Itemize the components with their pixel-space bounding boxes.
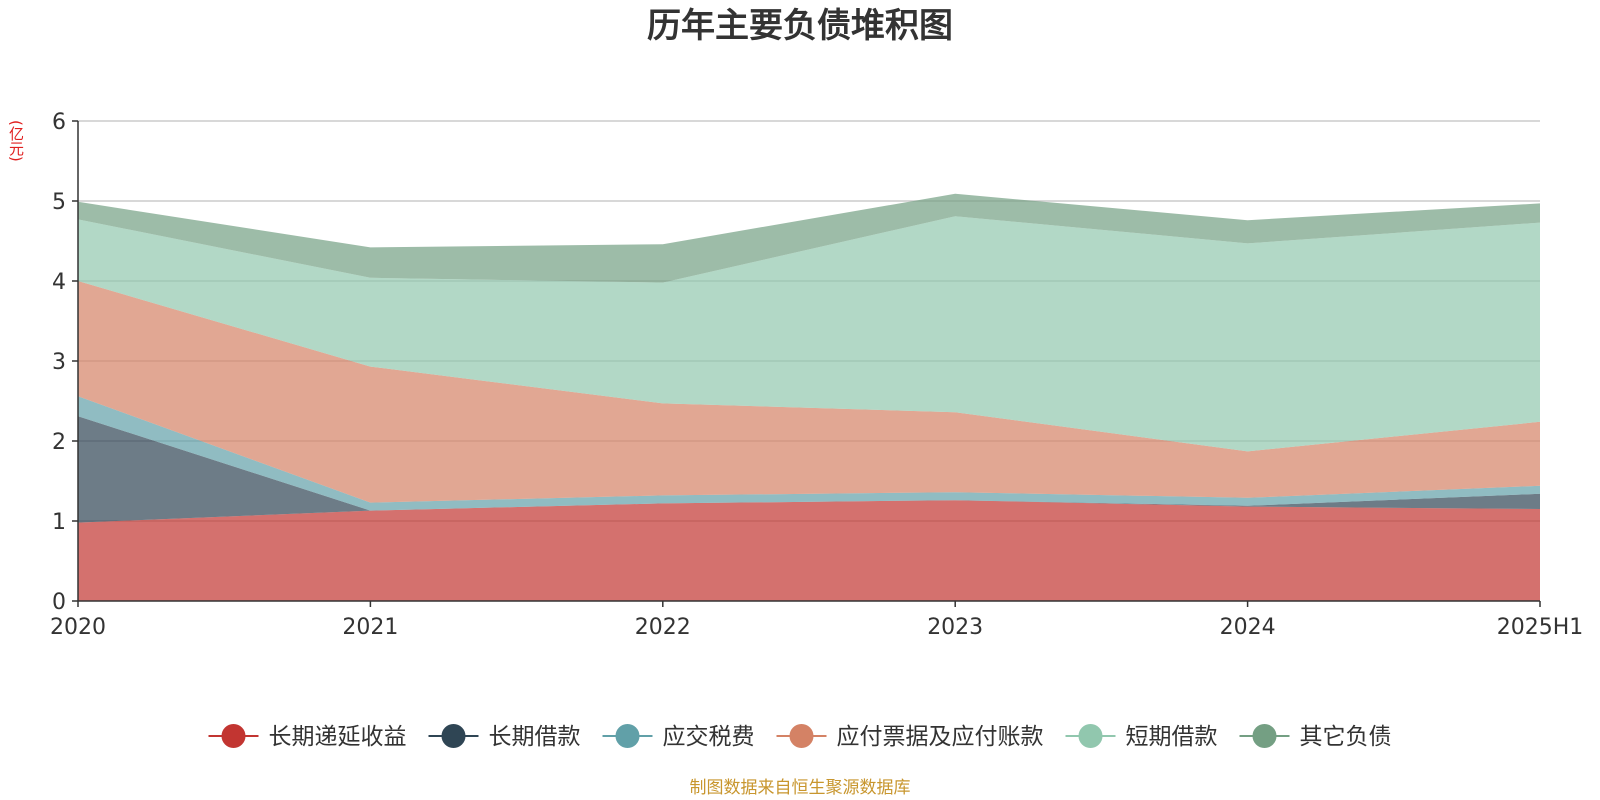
area-series-5 [78, 193, 1540, 283]
area-series-0 [78, 500, 1540, 601]
data-source-note: 制图数据来自恒生聚源数据库 [689, 778, 911, 798]
legend-item-3[interactable]: 应付票据及应付账款 [776, 724, 1044, 750]
legend-item-4[interactable]: 短期借款 [1065, 724, 1218, 750]
area-series-2 [78, 396, 1540, 511]
x-tick-label: 2025H1 [1497, 615, 1584, 640]
area-series-3 [78, 281, 1540, 503]
area-series-1 [78, 416, 1540, 523]
y-tick-label: 2 [52, 430, 66, 455]
legend-label: 短期借款 [1126, 724, 1218, 750]
legend-label: 长期递延收益 [269, 724, 407, 750]
area-series-4 [78, 216, 1540, 452]
y-tick-label: 5 [52, 190, 66, 215]
legend-circle-icon [1252, 724, 1277, 748]
chart-title: 历年主要负债堆积图 [647, 6, 953, 46]
legend-circle-icon [1078, 724, 1103, 748]
legend-item-2[interactable]: 应交税费 [602, 724, 755, 750]
x-tick-label: 2020 [50, 615, 106, 640]
legend-label: 其它负债 [1300, 724, 1392, 750]
legend-item-5[interactable]: 其它负债 [1239, 724, 1392, 750]
x-tick-label: 2022 [635, 615, 691, 640]
legend-label: 应付票据及应付账款 [837, 724, 1044, 750]
legend-label: 长期借款 [489, 724, 581, 750]
legend-circle-icon [615, 724, 640, 748]
x-tick-label: 2023 [927, 615, 983, 640]
legend-item-0[interactable]: 长期递延收益 [208, 724, 407, 750]
legend-circle-icon [441, 724, 466, 748]
legend-item-1[interactable]: 长期借款 [428, 724, 581, 750]
y-tick-label: 0 [52, 590, 66, 615]
legend-circle-icon [789, 724, 814, 748]
y-tick-label: 6 [52, 110, 66, 135]
axes: 0 1 2 3 4 5 6 2020 2021 2022 2023 2024 2025H1 [50, 110, 1583, 640]
x-tick-label: 2024 [1220, 615, 1276, 640]
y-axis-unit-label: (亿元) [7, 120, 25, 162]
legend-label: 应交税费 [663, 724, 755, 750]
y-tick-label: 4 [52, 270, 66, 295]
y-tick-label: 3 [52, 350, 66, 375]
x-tick-label: 2021 [342, 615, 398, 640]
area-series [78, 193, 1540, 601]
y-tick-label: 1 [52, 510, 66, 535]
legend-circle-icon [221, 724, 246, 748]
legend[interactable]: 长期递延收益 长期借款 应交税费 应付票据及应付账款 短期借款 其它负债 [208, 724, 1392, 750]
